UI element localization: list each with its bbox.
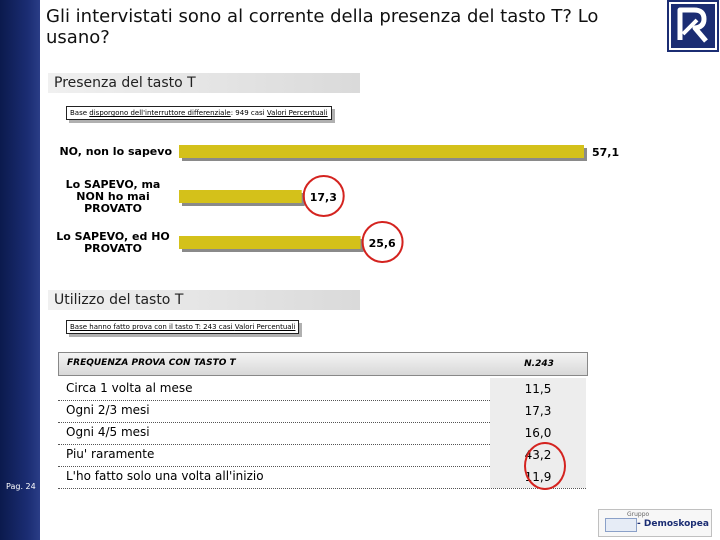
logo-mark-icon	[669, 2, 717, 50]
base-note-1: Base disporgono dell'interruttore differ…	[66, 106, 332, 120]
category-label: Lo SAPEVO, ed HO PROVATO	[56, 230, 170, 255]
company-logo	[667, 0, 719, 52]
base-note-2: Base hanno fatto prova con il tasto T: 2…	[66, 320, 300, 334]
table-row: Piu' raramente 43,2	[58, 444, 586, 467]
table-row: Circa 1 volta al mese 11,5	[58, 378, 586, 401]
base-note-2-values: Valori Percentuali	[234, 323, 296, 331]
category-label: Lo SAPEVO, ma NON ho mai PROVATO	[66, 178, 161, 215]
base-note-values: Valori Percentuali	[266, 109, 328, 117]
bar	[179, 190, 302, 203]
bar	[179, 236, 361, 249]
base-note-underlined: disporgono dell'interruttore differenzia…	[89, 109, 231, 117]
table-header-value: N.243	[524, 359, 554, 369]
table-row: Ogni 4/5 mesi 16,0	[58, 422, 586, 445]
table-row-label: Ogni 2/3 mesi	[66, 403, 150, 417]
footer-brand-name: - Demoskopea	[637, 519, 709, 529]
table-header-label: FREQUENZA PROVA CON TASTO T	[67, 358, 236, 368]
page-title: Gli intervistati sono al corrente della …	[46, 6, 599, 48]
highlight-circle	[302, 175, 345, 217]
footer-gruppo: Gruppo	[627, 511, 650, 518]
table-row-value: 17,3	[490, 400, 586, 422]
bar-value-label: 17,3	[310, 191, 337, 204]
bar-value-label: 57,1	[592, 146, 619, 159]
category-label: NO, non lo sapevo	[59, 145, 172, 158]
base-note-prefix: Base	[70, 109, 90, 117]
table-row-label: Ogni 4/5 mesi	[66, 425, 150, 439]
table-row-label: Piu' raramente	[66, 447, 155, 461]
table-row: L'ho fatto solo una volta all'inizio 11,…	[58, 466, 586, 489]
table-row: Ogni 2/3 mesi 17,3	[58, 400, 586, 423]
base-note-middle: : 949 casi	[230, 109, 267, 117]
footer-mark-icon	[605, 518, 637, 532]
section-utilizzo-label: Utilizzo del tasto T	[48, 290, 360, 310]
bar-value-label: 25,6	[369, 237, 396, 250]
table-row-label: L'ho fatto solo una volta all'inizio	[66, 469, 264, 483]
table-row-label: Circa 1 volta al mese	[66, 381, 193, 395]
table-row-value: 11,5	[490, 378, 586, 400]
bar	[179, 145, 584, 158]
highlight-circle	[361, 221, 404, 263]
footer-brand-logo: Gruppo - Demoskopea	[598, 509, 712, 537]
table-header-row: FREQUENZA PROVA CON TASTO T N.243	[58, 352, 588, 376]
presenza-bar-chart: 57,1 NO, non lo sapevo 17,3 Lo SAPEVO, ma NO…	[56, 145, 619, 263]
base-note-2-text: Base hanno fatto prova con il tasto T: 2…	[70, 323, 235, 331]
page-number: Pag. 24	[6, 482, 36, 491]
left-sidebar-band	[0, 0, 40, 540]
table-row-value: 16,0	[490, 422, 586, 444]
section-presenza-label: Presenza del tasto T	[48, 73, 360, 93]
highlight-circle-row-4	[524, 442, 566, 490]
